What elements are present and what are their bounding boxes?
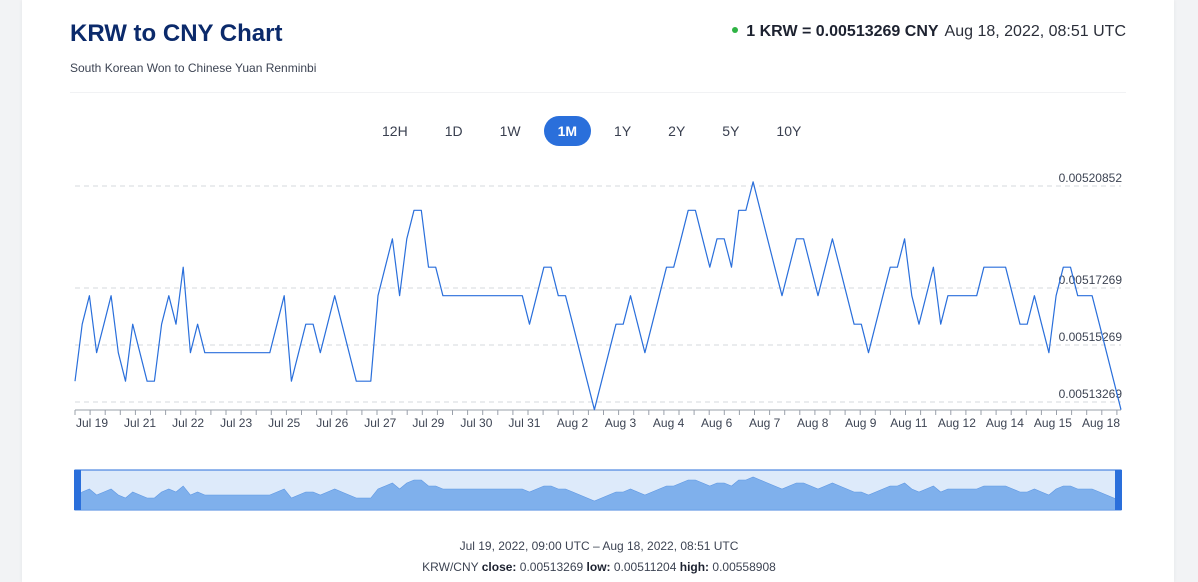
x-tick-label: Aug 3 — [605, 416, 637, 430]
live-status-icon — [732, 26, 739, 33]
current-rate: 1 KRW = 0.00513269 CNY Aug 18, 2022, 08:5… — [732, 23, 1126, 41]
range-button-1y[interactable]: 1Y — [614, 123, 632, 139]
y-tick-label: 0.00515269 — [1059, 330, 1123, 344]
chart-stats: KRW/CNY close: 0.00513269 low: 0.0051120… — [0, 560, 1198, 574]
page-subtitle: South Korean Won to Chinese Yuan Renminb… — [70, 61, 317, 75]
range-button-12h[interactable]: 12H — [382, 123, 408, 139]
low-label: low: — [586, 560, 611, 574]
range-button-1d[interactable]: 1D — [444, 123, 463, 139]
y-tick-label: 0.00517269 — [1059, 273, 1123, 287]
range-button-1w[interactable]: 1W — [499, 123, 521, 139]
x-tick-label: Jul 25 — [268, 416, 300, 430]
y-tick-label: 0.00513269 — [1059, 387, 1123, 401]
range-button-2y[interactable]: 2Y — [668, 123, 686, 139]
rate-value: 1 KRW = 0.00513269 CNY — [746, 23, 939, 40]
x-tick-label: Aug 2 — [557, 416, 589, 430]
range-button-5y[interactable]: 5Y — [722, 123, 740, 139]
low-value: 0.00511204 — [613, 560, 677, 574]
x-tick-label: Jul 31 — [508, 416, 540, 430]
high-label: high: — [679, 560, 710, 574]
x-tick-label: Aug 4 — [653, 416, 685, 430]
pair-label: KRW/CNY — [422, 560, 479, 574]
header-divider — [70, 92, 1126, 93]
range-button-1m[interactable]: 1M — [543, 116, 592, 146]
x-tick-label: Jul 26 — [316, 416, 348, 430]
navigator-area — [74, 476, 1122, 511]
x-tick-label: Jul 30 — [460, 416, 492, 430]
x-tick-label: Jul 29 — [412, 416, 444, 430]
range-button-10y[interactable]: 10Y — [776, 123, 802, 139]
x-tick-label: Aug 18 — [1082, 416, 1120, 430]
series-line — [74, 181, 1122, 411]
navigator-handle-right[interactable] — [1115, 470, 1122, 510]
x-tick-label: Aug 8 — [797, 416, 829, 430]
chart-date-range: Jul 19, 2022, 09:00 UTC – Aug 18, 2022, … — [459, 539, 739, 553]
x-tick-label: Aug 9 — [845, 416, 877, 430]
x-tick-label: Aug 14 — [986, 416, 1024, 430]
x-tick-label: Jul 21 — [124, 416, 156, 430]
close-label: close: — [481, 560, 517, 574]
high-value: 0.00558908 — [712, 560, 776, 574]
page-title: KRW to CNY Chart — [70, 20, 283, 47]
time-range-selector: 12H 1D 1W 1M 1Y 2Y 5Y 10Y — [368, 116, 824, 146]
close-value: 0.00513269 — [519, 560, 584, 574]
y-tick-label: 0.00520852 — [1059, 171, 1123, 185]
x-tick-label: Aug 7 — [749, 416, 781, 430]
x-tick-label: Jul 19 — [76, 416, 108, 430]
x-tick-label: Aug 15 — [1034, 416, 1072, 430]
x-tick-label: Jul 22 — [172, 416, 204, 430]
x-tick-label: Jul 23 — [220, 416, 252, 430]
x-tick-label: Aug 6 — [701, 416, 733, 430]
navigator-handle-left[interactable] — [74, 470, 81, 510]
x-tick-label: Jul 27 — [364, 416, 396, 430]
x-tick-label: Aug 11 — [890, 416, 927, 430]
rate-timestamp: Aug 18, 2022, 08:51 UTC — [944, 23, 1126, 40]
x-tick-label: Aug 12 — [938, 416, 976, 430]
